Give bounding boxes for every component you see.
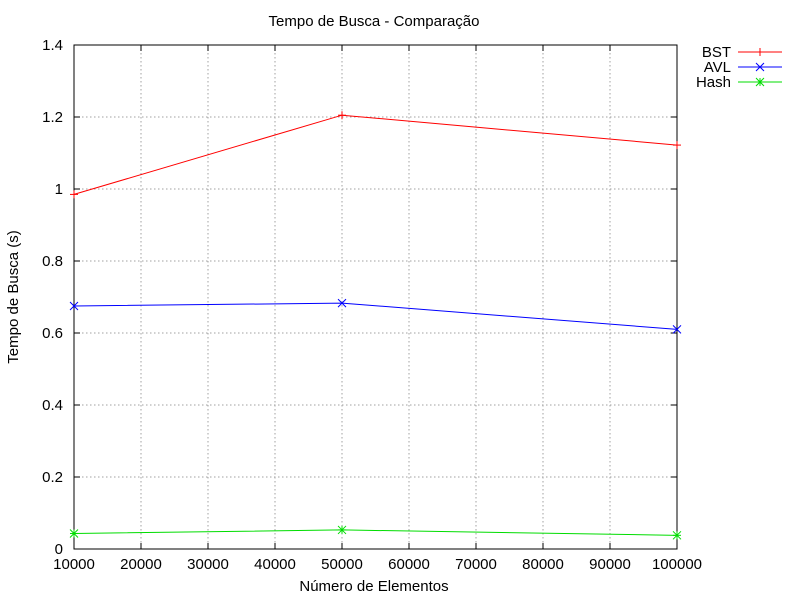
x-tick-label: 40000 <box>254 556 296 573</box>
x-tick-label: 80000 <box>522 556 564 573</box>
axes: 10000 20000 30000 40000 50000 60000 70000 80000… <box>42 37 702 573</box>
data-point-hash <box>337 525 347 535</box>
series-line-bst <box>73 114 678 195</box>
y-tick-label: 0.4 <box>42 397 63 414</box>
series-line-avl <box>73 302 678 330</box>
y-tick-label: 1 <box>55 181 63 198</box>
x-tick-label: 100000 <box>652 556 702 573</box>
x-axis-title: Número de Elementos <box>299 578 448 595</box>
legend-marker-hash <box>755 77 765 87</box>
legend-label-hash: Hash <box>696 74 731 91</box>
grid <box>74 45 677 549</box>
series-line-hash <box>73 529 678 536</box>
legend-marker-avl <box>755 62 765 72</box>
y-tick-label: 1.2 <box>42 109 63 126</box>
x-tick-label: 20000 <box>120 556 162 573</box>
x-tick-label: 50000 <box>321 556 363 573</box>
data-point-avl <box>69 301 79 311</box>
x-tick-label: 30000 <box>187 556 229 573</box>
y-tick-label: 1.4 <box>42 37 63 54</box>
y-tick-label: 0.2 <box>42 469 63 486</box>
chart-title: Tempo de Busca - Comparação <box>269 13 480 30</box>
y-axis-title: Tempo de Busca (s) <box>5 230 22 363</box>
x-tick-label: 60000 <box>388 556 430 573</box>
data-point-bst <box>673 141 681 150</box>
data-point-hash <box>672 530 682 540</box>
legend-label-bst: BST <box>702 44 731 61</box>
data-point-avl <box>672 325 682 334</box>
data-point-bst <box>338 111 346 120</box>
x-tick-label: 90000 <box>589 556 631 573</box>
x-tick-label: 10000 <box>53 556 95 573</box>
data-point-hash <box>69 529 79 538</box>
y-tick-label: 0.8 <box>42 253 63 270</box>
x-tick-label: 70000 <box>455 556 497 573</box>
y-tick-label: 0.6 <box>42 325 63 342</box>
series-layer <box>69 111 682 540</box>
data-point-avl <box>337 298 347 308</box>
legend-label-avl: AVL <box>704 59 731 76</box>
plot-border <box>73 44 678 550</box>
legend-marker-bst <box>756 48 764 56</box>
y-tick-label: 0 <box>55 541 63 558</box>
data-point-bst <box>70 190 78 199</box>
